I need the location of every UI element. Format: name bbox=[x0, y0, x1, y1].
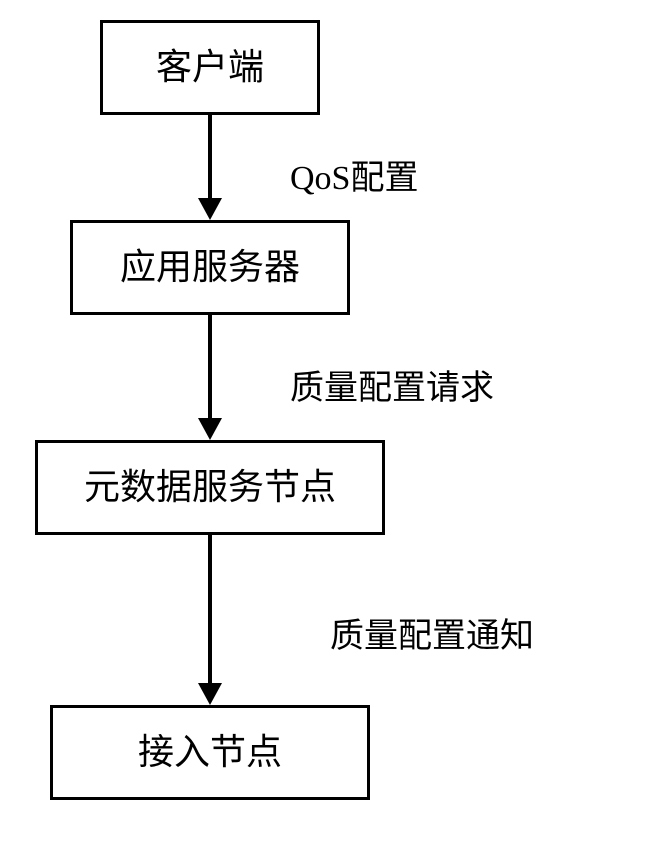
arrow-line-2 bbox=[208, 315, 212, 420]
node-app-server-label: 应用服务器 bbox=[120, 246, 300, 289]
arrow-line-1 bbox=[208, 115, 212, 200]
arrow-line-3 bbox=[208, 535, 212, 685]
node-metadata-label: 元数据服务节点 bbox=[84, 466, 336, 509]
arrow-head-3 bbox=[198, 683, 222, 705]
arrow-head-2 bbox=[198, 418, 222, 440]
node-client: 客户端 bbox=[100, 20, 320, 115]
edge-label-1: QoS配置 bbox=[290, 150, 418, 199]
arrow-head-1 bbox=[198, 198, 222, 220]
node-access: 接入节点 bbox=[50, 705, 370, 800]
node-metadata: 元数据服务节点 bbox=[35, 440, 385, 535]
edge-label-3: 质量配置通知 bbox=[330, 608, 534, 657]
node-app-server: 应用服务器 bbox=[70, 220, 350, 315]
edge-label-2: 质量配置请求 bbox=[290, 360, 494, 409]
node-access-label: 接入节点 bbox=[138, 731, 282, 774]
flowchart-container: 客户端 QoS配置 应用服务器 质量配置请求 元数据服务节点 质量配置通知 接入… bbox=[0, 0, 655, 843]
node-client-label: 客户端 bbox=[156, 46, 264, 89]
